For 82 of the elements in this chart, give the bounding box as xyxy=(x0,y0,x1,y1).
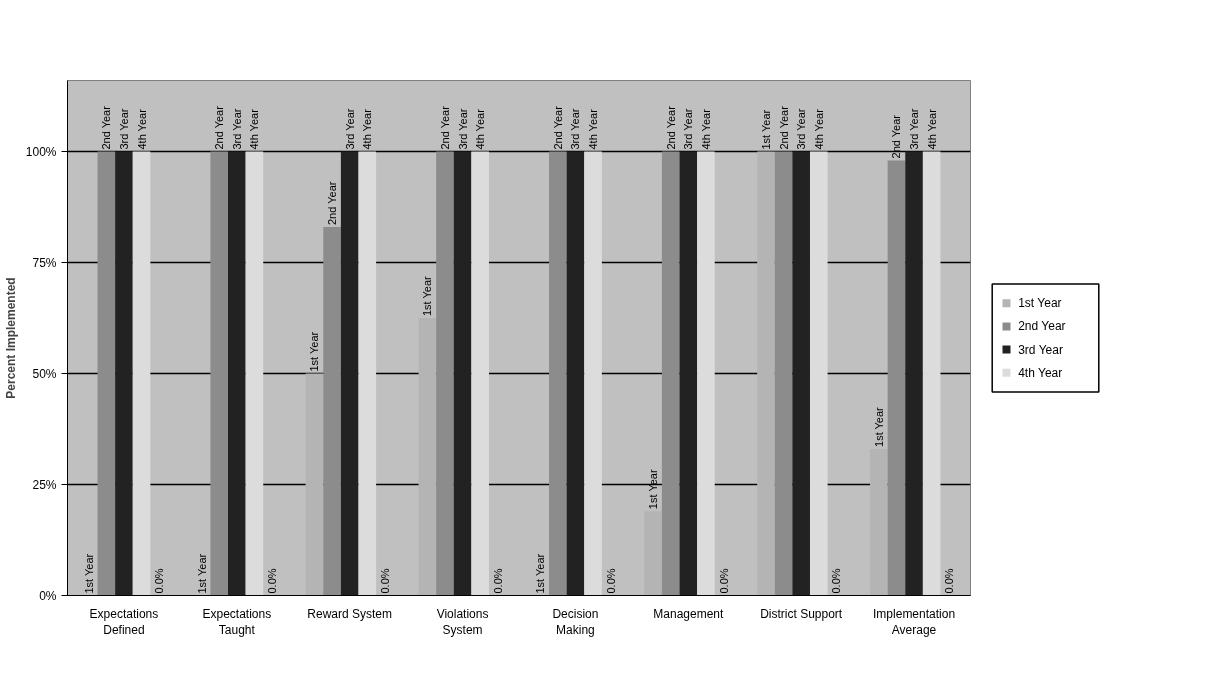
bar xyxy=(661,151,680,596)
x-tick-label: Management xyxy=(653,606,724,621)
annotation: 3rd Year xyxy=(908,108,921,150)
annotation: 3rd Year xyxy=(230,108,243,150)
x-tick-label: Decision Making xyxy=(552,606,599,638)
annotation: 0.0% xyxy=(604,568,617,594)
annotation: 2nd Year xyxy=(664,105,677,150)
x-tick-label: Expectations Taught xyxy=(202,606,272,638)
annotation: 3rd Year xyxy=(682,108,695,150)
annotation: 0.0% xyxy=(491,568,504,594)
bar xyxy=(697,151,715,596)
annotation: 0.0% xyxy=(830,568,843,594)
annotation: 4th Year xyxy=(699,108,712,150)
annotation: 3rd Year xyxy=(456,108,469,150)
legend-label: 4th Year xyxy=(1018,365,1063,380)
bar xyxy=(436,151,454,596)
annotation: 0.0% xyxy=(378,568,391,594)
annotation: 2nd Year xyxy=(438,105,451,150)
annotation: 2nd Year xyxy=(890,114,903,159)
y-tick-label: 100% xyxy=(25,144,57,159)
annotation: 1st Year xyxy=(308,331,321,372)
annotation: 3rd Year xyxy=(343,108,356,150)
annotation: 3rd Year xyxy=(569,108,582,150)
annotation: 1st Year xyxy=(759,109,772,150)
annotation: 1st Year xyxy=(872,406,885,447)
bar xyxy=(905,151,923,596)
y-axis-title: Percent Implemented xyxy=(3,277,18,399)
bar xyxy=(97,151,116,596)
x-tick-label: Reward System xyxy=(307,606,393,621)
annotation: 4th Year xyxy=(587,108,600,150)
x-tick-label: District Support xyxy=(760,606,843,621)
legend-label: 2nd Year xyxy=(1018,319,1066,334)
bar xyxy=(245,151,264,596)
bar xyxy=(584,151,602,596)
bar xyxy=(792,151,810,596)
bar xyxy=(358,151,377,596)
bar xyxy=(340,151,359,596)
annotation: 1st Year xyxy=(421,275,434,317)
annotation: 1st Year xyxy=(195,553,208,594)
bar xyxy=(453,151,472,596)
annotation: 4th Year xyxy=(135,108,148,150)
annotation: 4th Year xyxy=(474,108,487,150)
bar xyxy=(679,151,698,596)
annotation: 1st Year xyxy=(534,553,547,594)
annotation: 2nd Year xyxy=(551,105,564,150)
legend-label: 3rd Year xyxy=(1018,342,1063,357)
annotation: 4th Year xyxy=(248,108,261,150)
y-tick-label: 0% xyxy=(39,588,57,603)
annotation: 1st Year xyxy=(82,553,95,594)
bar xyxy=(566,151,585,596)
annotation: 3rd Year xyxy=(795,108,808,150)
y-tick-label: 25% xyxy=(32,477,57,492)
annotation: 0.0% xyxy=(717,568,730,594)
bar xyxy=(549,151,567,596)
bar xyxy=(887,160,906,596)
y-tick-label: 75% xyxy=(32,255,57,270)
annotation: 0.0% xyxy=(266,568,279,594)
annotation: 2nd Year xyxy=(213,105,226,150)
annotation: 0.0% xyxy=(153,568,166,594)
bar xyxy=(210,151,229,596)
annotation: 2nd Year xyxy=(100,105,113,150)
legend-label: 1st Year xyxy=(1018,296,1062,311)
annotation: 4th Year xyxy=(361,108,374,150)
annotation: 4th Year xyxy=(812,108,825,150)
bar xyxy=(774,151,793,596)
annotation: 2nd Year xyxy=(326,181,339,226)
annotation: 2nd Year xyxy=(777,105,790,150)
x-tick-label: Expectations Defined xyxy=(89,606,159,638)
bar xyxy=(809,151,828,596)
x-tick-label: Violations System xyxy=(436,606,489,638)
annotation: 0.0% xyxy=(943,568,956,594)
bar xyxy=(228,151,246,596)
annotation: 4th Year xyxy=(925,108,938,150)
bar xyxy=(471,151,489,596)
bar xyxy=(323,227,341,596)
annotation: 3rd Year xyxy=(117,108,130,150)
bar xyxy=(922,151,941,596)
bar xyxy=(115,151,133,596)
bar xyxy=(132,151,151,596)
y-tick-label: 50% xyxy=(32,366,57,381)
x-tick-label: Implementation Average xyxy=(873,606,956,638)
annotation: 1st Year xyxy=(647,469,660,510)
